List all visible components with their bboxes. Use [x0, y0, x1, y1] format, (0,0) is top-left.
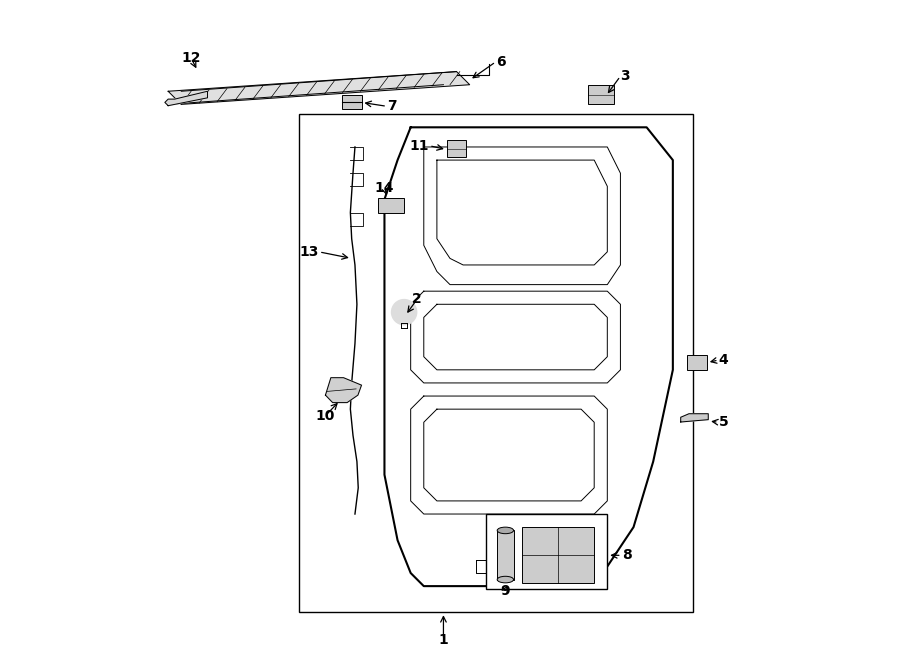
Polygon shape — [165, 91, 208, 106]
Circle shape — [392, 299, 417, 325]
Text: 2: 2 — [412, 292, 422, 306]
Polygon shape — [326, 377, 362, 403]
Bar — [299, 114, 692, 612]
Ellipse shape — [497, 576, 514, 583]
Text: 9: 9 — [500, 584, 510, 598]
Bar — [446, 140, 466, 157]
Text: 14: 14 — [374, 180, 394, 194]
Text: 8: 8 — [622, 549, 632, 563]
Text: 12: 12 — [181, 51, 201, 65]
Text: 5: 5 — [719, 415, 728, 429]
Bar — [486, 514, 608, 590]
Text: 7: 7 — [387, 99, 397, 113]
Bar — [522, 527, 594, 583]
Text: 1: 1 — [438, 633, 448, 647]
Bar — [497, 530, 514, 580]
Bar — [688, 356, 706, 369]
Polygon shape — [680, 414, 708, 422]
Text: 6: 6 — [496, 55, 506, 69]
Bar — [588, 85, 614, 104]
Text: 4: 4 — [719, 353, 728, 367]
Text: 11: 11 — [410, 139, 429, 153]
Text: 13: 13 — [300, 245, 319, 259]
Bar — [378, 198, 404, 213]
Bar — [342, 95, 362, 109]
Text: 10: 10 — [316, 408, 335, 422]
Polygon shape — [168, 71, 470, 104]
Ellipse shape — [497, 527, 514, 533]
Text: 3: 3 — [620, 69, 630, 83]
